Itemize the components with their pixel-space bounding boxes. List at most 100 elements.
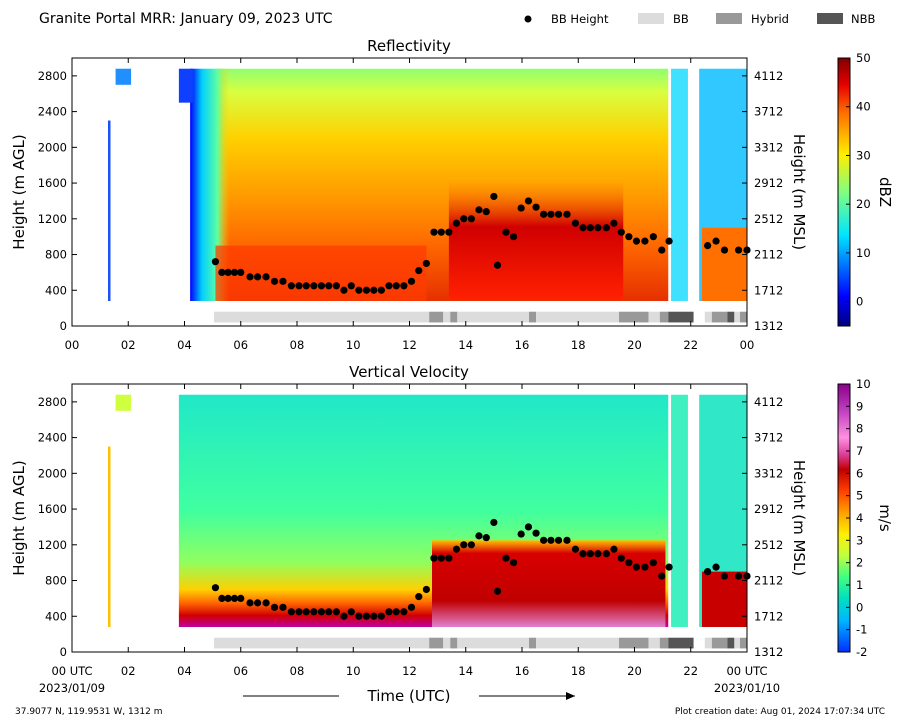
bb-height-point (502, 554, 510, 562)
bb-height-point (641, 563, 649, 571)
bb-height-point (524, 197, 533, 205)
y2-tick-label: 1712 (754, 609, 783, 623)
time-axis-label: Time (UTC) (367, 687, 451, 705)
reflectivity-bright-band (448, 178, 624, 300)
plot-creation-date: Plot creation date: Aug 01, 2024 17:07:3… (675, 707, 885, 717)
start-date-label: 2023/01/09 (39, 681, 105, 695)
bb-height-point (602, 224, 610, 232)
bb-height-point (262, 273, 270, 281)
velocity-title: Vertical Velocity (349, 363, 469, 381)
y-tick-label: 1600 (38, 502, 67, 516)
bb-height-point (712, 237, 720, 245)
bb-height-point (632, 563, 641, 571)
bb-height-point (340, 286, 348, 294)
x-tick-label: 12 (402, 338, 417, 352)
colorbar-tick-label: 7 (856, 444, 863, 458)
bb-height-point (302, 282, 310, 290)
x-tick-label: 00 (65, 338, 80, 352)
bb-height-point (532, 529, 540, 537)
bb-type-segment (619, 637, 649, 649)
bb-height-point (490, 518, 498, 527)
bb-height-point (445, 554, 453, 562)
bb-type-segment (450, 311, 458, 323)
bb-height-point (279, 277, 287, 285)
bb-height-point (475, 532, 483, 540)
x-tick-label: 04 (177, 664, 192, 678)
velocity-field (108, 394, 747, 627)
legend-hybrid-label: Hybrid (751, 12, 789, 26)
bb-type-segment (734, 637, 740, 649)
reflectivity-y-axis: 0 400 800 1200 1600 2000 2400 2800 (38, 69, 747, 333)
bb-type-segment (734, 311, 740, 323)
bb-height-point (482, 534, 490, 542)
legend-bb-label: BB (673, 12, 689, 26)
y2-tick-label: 3712 (754, 105, 783, 119)
reflectivity-echo-top-04 (178, 68, 193, 103)
x-tick-label: 20 (627, 664, 642, 678)
bb-height-point (385, 608, 393, 616)
reflectivity-x-axis: 00 02 04 06 08 10 12 14 16 18 20 22 00 (65, 58, 754, 352)
bb-height-point (467, 215, 475, 223)
bb-height-point (422, 585, 430, 594)
y2-tick-label: 4112 (754, 395, 783, 409)
x-tick-label: 22 (683, 338, 698, 352)
velocity-x-axis: 00 UTC 02 04 06 08 10 12 14 16 18 20 22 00 UTC (51, 384, 768, 678)
colorbar-tick-label: 1 (856, 578, 863, 592)
y-tick-label: 2800 (38, 395, 67, 409)
bb-height-point (532, 203, 540, 211)
bb-height-point (279, 603, 287, 611)
bb-height-point (704, 568, 712, 576)
bb-height-point (649, 233, 657, 241)
time-arrow-head (566, 692, 575, 700)
bb-height-point (302, 608, 310, 616)
colorbar-tick-label: 6 (856, 466, 863, 480)
bb-height-point (610, 219, 618, 227)
y-tick-label: 1600 (38, 176, 67, 190)
bb-type-segment (704, 311, 712, 323)
legend-bb-height-label: BB Height (551, 12, 609, 26)
y2-tick-label: 4112 (754, 69, 783, 83)
velocity-echo-early (108, 446, 111, 627)
bb-height-point (400, 608, 408, 616)
x-tick-label: 04 (177, 338, 192, 352)
bb-height-point (460, 541, 468, 549)
y-tick-label: 2400 (38, 105, 67, 119)
colorbar-tick-label: 4 (856, 511, 863, 525)
colorbar-tick-label: 10 (856, 246, 871, 260)
y-tick-label: 400 (45, 609, 67, 623)
bb-height-point (332, 608, 340, 616)
bb-height-point (586, 550, 594, 558)
y2-tick-label: 3312 (754, 140, 783, 154)
colorbar-tick-label: -2 (856, 645, 867, 659)
bb-type-segment (704, 637, 712, 649)
reflectivity-field (108, 68, 747, 301)
colorbar-tick-label: 40 (856, 100, 871, 114)
velocity-echo-top-early (115, 394, 132, 411)
x-tick-label: 22 (683, 664, 698, 678)
bb-type-segment (429, 311, 444, 323)
bb-height-point (658, 246, 666, 254)
bb-height-point (422, 259, 430, 268)
bb-height-point (437, 554, 445, 562)
bb-height-point (720, 572, 729, 580)
bb-type-segment (214, 637, 430, 649)
x-tick-label: 08 (290, 338, 305, 352)
velocity-bb-type-bar (214, 637, 747, 649)
velocity-bb-height-series (211, 518, 751, 620)
bb-height-point (237, 594, 245, 603)
x-tick-label: 16 (515, 664, 530, 678)
bb-type-segment (739, 311, 747, 323)
bb-height-point (407, 277, 416, 285)
reflectivity-colorbar-ticks: 0 10 20 30 40 50 (846, 51, 871, 309)
y2-tick-label: 2512 (754, 212, 783, 226)
x-tick-label: 16 (515, 338, 530, 352)
reflectivity-low-echo (215, 245, 427, 301)
bb-height-point (310, 608, 318, 616)
bb-height-point (246, 599, 254, 607)
y2-tick-label: 2112 (754, 248, 783, 262)
bb-height-point (392, 282, 400, 290)
bb-height-point (602, 550, 610, 558)
bb-height-point (385, 282, 393, 290)
x-tick-label: 00 UTC (726, 664, 767, 678)
bb-type-segment (711, 311, 728, 323)
